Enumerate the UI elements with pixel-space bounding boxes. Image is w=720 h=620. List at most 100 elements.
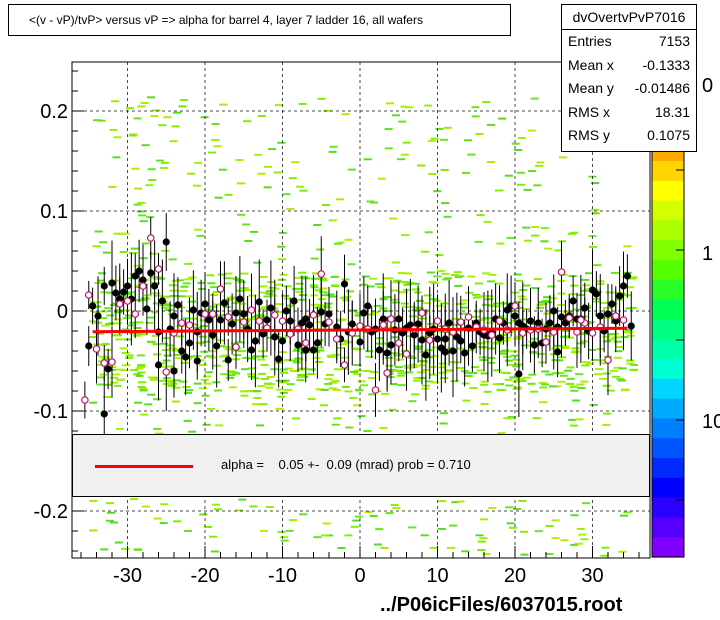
data-point-filled [604, 310, 612, 318]
hist-cell [277, 531, 286, 534]
hist-cell [361, 275, 370, 278]
hist-cell [367, 377, 376, 379]
hist-cell [149, 252, 158, 255]
hist-cell [283, 285, 292, 288]
hist-cell [421, 387, 430, 390]
hist-cell [536, 303, 545, 306]
hist-cell [200, 350, 209, 353]
hist-cell [409, 363, 418, 366]
data-point-filled [530, 341, 538, 349]
hist-cell [122, 309, 131, 312]
hist-cell [313, 224, 322, 226]
hist-cell [396, 374, 405, 377]
hist-cell [166, 379, 175, 382]
hist-cell [165, 304, 174, 307]
data-point-filled [267, 304, 275, 312]
hist-cell [89, 401, 98, 404]
hist-cell [411, 309, 420, 312]
hist-cell [152, 109, 161, 112]
data-point-filled [228, 320, 236, 328]
hist-cell [112, 373, 121, 376]
hist-cell [435, 127, 444, 130]
hist-cell [543, 312, 552, 315]
hist-cell [194, 228, 203, 231]
hist-cell [486, 161, 495, 163]
hist-cell [199, 513, 208, 516]
hist-cell [92, 119, 101, 122]
hist-cell [242, 356, 251, 359]
hist-cell [586, 362, 594, 365]
hist-cell [322, 204, 331, 206]
hist-cell [243, 120, 251, 123]
hist-cell [134, 187, 143, 190]
hist-cell [213, 145, 222, 148]
hist-cell [458, 302, 467, 305]
hist-cell [235, 509, 244, 512]
hist-cell [447, 546, 455, 549]
hist-cell [279, 368, 288, 371]
hist-cell [313, 536, 322, 539]
hist-cell [600, 301, 608, 304]
hist-cell [149, 378, 158, 381]
data-point-filled [410, 331, 418, 339]
hist-cell [475, 295, 484, 298]
data-point-open [162, 368, 171, 376]
hist-cell [504, 359, 513, 362]
data-point-open [216, 285, 225, 293]
hist-cell [522, 226, 531, 229]
hist-cell [180, 99, 188, 102]
data-point-filled [139, 276, 147, 284]
hist-cell [292, 349, 301, 352]
hist-cell [219, 355, 228, 358]
hist-cell [245, 318, 254, 321]
hist-cell [114, 309, 123, 312]
hist-cell [479, 537, 488, 540]
hist-cell [568, 293, 577, 296]
data-point-filled [201, 300, 209, 308]
hist-cell [519, 530, 528, 533]
hist-cell [539, 386, 548, 389]
hist-cell [117, 232, 126, 235]
hist-cell [397, 372, 406, 375]
hist-cell [257, 372, 266, 375]
data-point-filled [302, 315, 310, 323]
data-point-filled [309, 346, 318, 354]
data-point-open [108, 358, 116, 366]
hist-cell [151, 311, 160, 314]
hist-cell [463, 372, 472, 375]
hist-cell [339, 343, 348, 346]
hist-cell [568, 418, 577, 421]
data-point-open [371, 386, 380, 394]
hist-cell [613, 340, 622, 343]
hist-cell [133, 117, 142, 120]
hist-cell [233, 349, 242, 352]
hist-cell [450, 380, 459, 383]
fit-line [92, 326, 628, 334]
hist-cell [365, 350, 374, 353]
hist-cell [424, 349, 433, 352]
hist-cell [380, 546, 389, 549]
hist-cell [214, 389, 222, 392]
hist-cell [365, 355, 374, 358]
data-point-filled [205, 316, 213, 324]
hist-cell [466, 349, 475, 352]
data-point-filled [468, 342, 476, 350]
hist-cell [192, 184, 201, 187]
hist-cell [366, 200, 375, 203]
hist-cell [507, 363, 516, 366]
hist-cell [326, 293, 335, 296]
hist-cell [302, 277, 311, 280]
hist-cell [341, 367, 350, 370]
hist-cell [393, 279, 402, 282]
hist-cell [316, 346, 325, 349]
colorbar-tick-label: 0 [702, 75, 713, 97]
hist-cell [193, 402, 202, 405]
hist-cell [401, 305, 410, 308]
hist-cell [299, 513, 307, 516]
hist-cell [233, 354, 242, 357]
hist-cell [392, 281, 401, 284]
hist-cell [373, 304, 382, 307]
hist-cell [602, 372, 611, 375]
hist-cell [549, 385, 557, 388]
hist-cell [374, 543, 382, 546]
